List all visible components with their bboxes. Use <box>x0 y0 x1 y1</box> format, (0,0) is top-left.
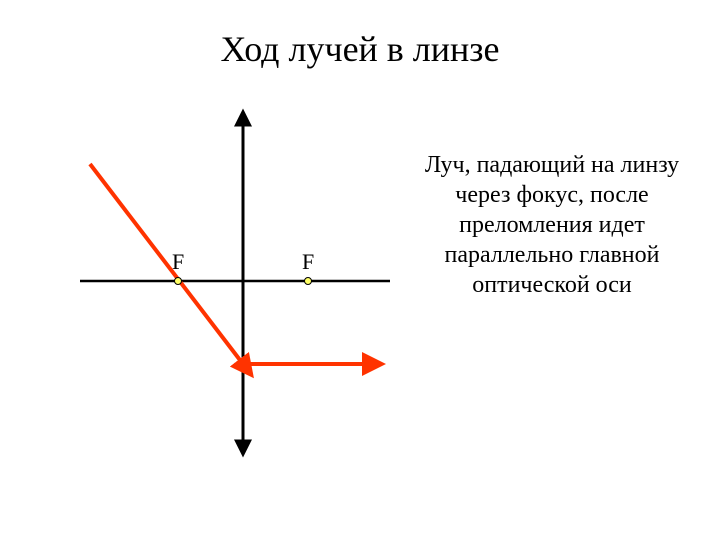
focus-point-left <box>175 278 182 285</box>
focus-label-left: F <box>172 249 184 274</box>
focus-label-right: F <box>302 249 314 274</box>
slide-title: Ход лучей в линзе <box>0 28 720 70</box>
lens-diagram: FF <box>70 108 400 458</box>
incident-ray <box>90 164 243 364</box>
slide-description: Луч, падающий на линзу через фокус, посл… <box>422 150 682 300</box>
focus-point-right <box>305 278 312 285</box>
